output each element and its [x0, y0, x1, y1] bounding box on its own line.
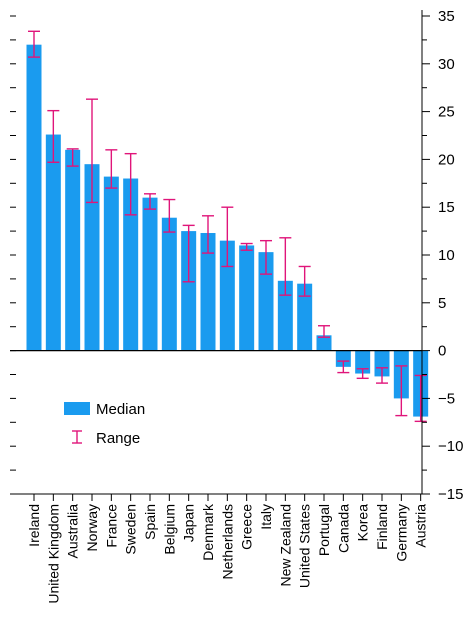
range-austria: [414, 374, 427, 423]
y-tick-label: 35: [438, 8, 455, 25]
bar-japan: [181, 231, 197, 351]
range-netherlands: [221, 206, 234, 268]
legend-median-swatch: [64, 402, 90, 415]
bar-korea: [355, 350, 371, 374]
y-tick-label: −10: [438, 438, 463, 455]
category-label: Austria: [413, 504, 429, 548]
category-label: Italy: [258, 504, 274, 530]
range-korea: [356, 368, 369, 380]
category-label: Australia: [65, 504, 81, 559]
legend-range-label: Range: [96, 430, 140, 447]
y-tick-label: 5: [438, 295, 446, 312]
category-label: Denmark: [200, 503, 216, 561]
left-minor-ticks: [10, 15, 16, 471]
y-tick-label: 0: [438, 343, 446, 360]
category-label: New Zealand: [277, 504, 293, 587]
range-norway: [86, 98, 98, 204]
range-portugal: [318, 325, 330, 338]
bar-denmark: [200, 233, 216, 351]
category-label: Spain: [142, 504, 158, 540]
y-tick-label: −5: [438, 390, 455, 407]
category-label: United Kingdom: [45, 504, 61, 604]
category-label: Norway: [84, 504, 100, 551]
legend-range-marker: [72, 430, 82, 444]
bar-france: [103, 176, 119, 351]
y-tick-label: 25: [438, 104, 455, 121]
y-tick-label: −15: [438, 486, 463, 503]
bar-greece: [239, 245, 255, 351]
range-greece: [240, 242, 253, 251]
bar-belgium: [161, 217, 177, 351]
category-label: Korea: [355, 504, 371, 542]
category-label: United States: [297, 504, 313, 588]
y-tick-label: 10: [438, 247, 455, 264]
category-label: Belgium: [161, 504, 177, 555]
category-labels: Ireland United Kingdom Australia Norway Fran…: [26, 503, 429, 604]
bar-canada: [335, 350, 351, 367]
bar-ireland: [26, 44, 42, 351]
range-united-states: [298, 265, 311, 297]
category-label: Japan: [181, 504, 197, 542]
range-spain: [144, 193, 156, 210]
bar-united-kingdom: [45, 134, 61, 351]
range-italy: [260, 239, 272, 275]
range-united-kingdom: [47, 109, 60, 163]
range-australia: [66, 148, 79, 167]
range-germany: [395, 365, 408, 417]
range-finland: [376, 367, 388, 384]
bar-new-zealand: [277, 280, 293, 351]
bar-portugal: [316, 335, 332, 351]
bar-finland: [374, 350, 390, 377]
range-canada: [337, 360, 350, 374]
category-label: France: [103, 504, 119, 548]
bar-italy: [258, 252, 274, 351]
range-sweden: [124, 152, 137, 216]
bar-norway: [84, 164, 100, 351]
bar-netherlands: [219, 240, 235, 351]
y-axis-ticks: 35 30 25 20 15 10 5 0 −5 −10 −15: [422, 8, 463, 503]
bars-group: [26, 44, 429, 417]
range-japan: [182, 224, 195, 283]
bar-united-states: [297, 283, 313, 351]
category-label: Canada: [335, 504, 351, 553]
category-label: Portugal: [316, 504, 332, 556]
category-label: Sweden: [123, 504, 139, 555]
range-belgium: [163, 198, 176, 233]
y-tick-label: 30: [438, 56, 455, 73]
category-label: Greece: [239, 504, 255, 550]
range-ireland: [28, 30, 40, 58]
bar-sweden: [123, 178, 139, 351]
legend-median-label: Median: [96, 401, 145, 418]
y-tick-label: 15: [438, 199, 455, 216]
range-new-zealand: [279, 237, 292, 296]
x-axis-ticks: [33, 494, 422, 501]
category-label: Finland: [374, 504, 390, 550]
bar-spain: [142, 197, 158, 351]
legend: Median Range: [64, 401, 145, 447]
bar-australia: [65, 149, 81, 351]
category-label: Netherlands: [219, 504, 235, 580]
category-label: Ireland: [26, 504, 42, 547]
category-label: Germany: [393, 504, 409, 562]
range-markers-group: [28, 30, 427, 423]
range-france: [105, 149, 118, 189]
y-tick-label: 20: [438, 151, 455, 168]
range-denmark: [202, 215, 214, 254]
